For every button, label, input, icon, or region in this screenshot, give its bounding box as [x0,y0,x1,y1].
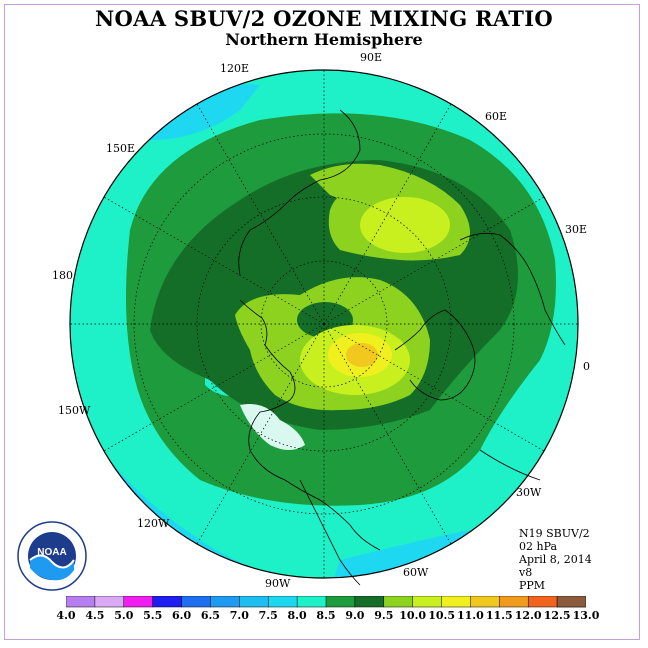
colorbar-swatch [267,596,298,608]
lat-circle-30 [133,133,515,515]
colorbar-swatch [556,596,586,608]
band-11-0 [346,343,378,367]
coastlines [238,109,566,586]
colorbar-tick-label: 8.5 [316,609,336,622]
colorbar-swatch [296,596,327,608]
colorbar-swatch [181,596,211,608]
colorbar-tick-label: 11.5 [485,609,513,622]
colorbar-tick-label: 5.5 [143,609,163,622]
info-units: PPM [519,579,546,592]
colorbar-tick-label: 13.0 [572,609,600,622]
map-subtitle: Northern Hemisphere [225,30,423,49]
graticule [70,70,578,578]
lon-label-0: 0 [583,360,590,373]
lon-label-150w: 150W [58,404,91,417]
lat-circle-50 [196,196,452,452]
colorbar [66,596,586,608]
colorbar-swatch [527,596,558,608]
colorbar-swatch [499,596,529,608]
colorbar-tick-label: 5.0 [114,609,134,622]
pale-patch [240,404,305,450]
lon-label-60w: 60W [403,566,429,579]
noaa-logo: NOAA [17,521,87,591]
colorbar-tick-label: 12.5 [543,609,571,622]
lon-label-180: 180 [52,269,73,282]
lon-label-30w: 30W [516,486,542,499]
info-version: v8 [519,566,533,579]
lon-label-30e: 30E [565,223,588,236]
colorbar-swatch [239,596,269,608]
map-title: NOAA SBUV/2 OZONE MIXING RATIO [95,6,553,31]
lon-label-120w: 120W [137,517,170,530]
colorbar-tick-label: 10.0 [399,609,427,622]
coast-atlantic [479,449,541,481]
colorbar-tick-label: 7.5 [258,609,278,622]
colorbar-swatch [470,596,500,608]
map-border [69,69,579,579]
colorbar-tick-label: 8.0 [287,609,307,622]
colorbar-tick-label: 6.5 [200,609,220,622]
band-10-0-upper [360,197,450,253]
colorbar-tick-label: 12.0 [514,609,542,622]
colorbar-swatch [94,596,125,608]
info-date: April 8, 2014 [519,553,592,566]
colorbar-tick-label: 4.0 [56,609,76,622]
coast-asia-east [238,109,361,276]
coast-central-america [299,479,361,586]
colorbar-swatch [383,596,414,608]
colorbar-swatch [325,596,356,608]
page-frame [4,4,640,640]
logo-text: NOAA [37,547,66,558]
colorbar-swatch [412,596,443,608]
info-satellite: N19 SBUV/2 [519,527,590,540]
lon-label-150e: 150E [106,142,136,155]
lon-label-90e: 90E [360,51,383,64]
colorbar-swatch [210,596,240,608]
colorbar-tick-label: 9.5 [374,609,394,622]
colorbar-swatch [123,596,154,608]
colorbar-tick-label: 11.0 [456,609,484,622]
colorbar-tick-label: 7.0 [229,609,249,622]
coast-north-america [239,299,381,551]
info-level: 02 hPa [519,540,558,553]
colorbar-swatch [66,596,96,608]
lon-label-60e: 60E [485,110,508,123]
colorbar-tick-label: 10.5 [428,609,455,622]
colorbar-swatch [441,596,471,608]
lon-label-90w: 90W [265,577,291,590]
colorbar-tick-label: 9.0 [345,609,365,622]
colorbar-tick-label: 6.0 [172,609,192,622]
lon-label-120e: 120E [220,62,250,75]
coast-europe [459,232,566,346]
data-info: N19 SBUV/2 02 hPa April 8, 2014 v8 PPM [519,527,592,592]
lat-circle-70 [260,260,388,388]
colorbar-swatch [152,596,183,608]
colorbar-swatch [354,596,385,608]
colorbar-tick-label: 4.5 [85,609,105,622]
coast-greenland [394,309,476,401]
